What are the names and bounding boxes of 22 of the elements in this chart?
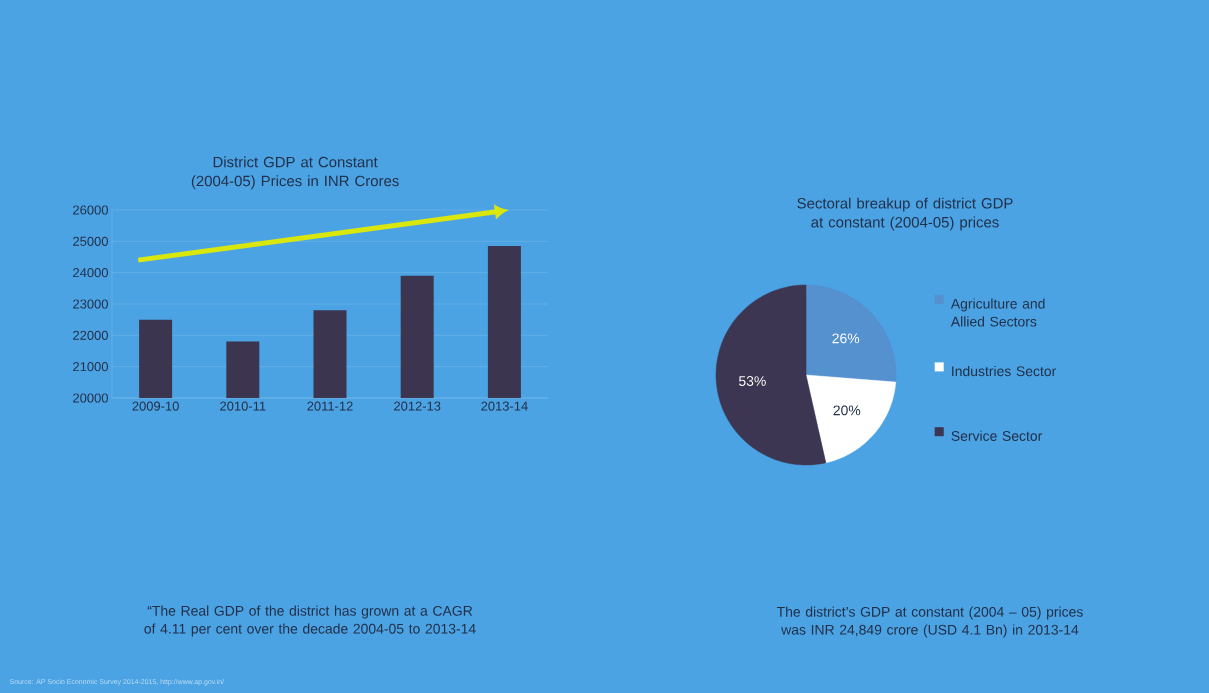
y-tick-label: 25000 [73,236,108,246]
y-tick-label: 21000 [73,362,108,372]
legend-label: Service Sector [951,430,1043,441]
y-tick-label: 23000 [73,299,108,309]
x-tick-label: 2011-12 [307,401,353,411]
x-tick-label: 2013-14 [481,401,528,411]
data-label: 26% [832,333,860,344]
legend-label: Industries Sector [952,365,1057,377]
text: “The Real GDP of the district has grown at a CAGR of 4.11 per cent over the decade 2004-05 to 2013-14 [144,605,476,637]
chart-title: Sectoral breakup of district GDP at constant (2004-05) prices [797,197,1013,231]
y-tick-label: 20000 [73,393,108,403]
x-tick-label: 2009-10 [132,401,179,411]
y-tick-label: 26000 [73,205,108,215]
y-tick-label: 22000 [73,330,108,340]
data-label: 20% [833,405,861,416]
text: The district’s GDP at constant (2004 – 05) prices was INR 24,849 crore (USD 4.1 Bn) in 2013-14 [776,606,1083,638]
legend-label: Agriculture and Allied Sectors [950,298,1045,327]
y-tick-label: 24000 [73,268,108,278]
chart-title: District GDP at Constant (2004-05) Prices in INR Crores [191,156,399,190]
data-label: 53% [738,376,766,386]
x-tick-label: 2012-13 [394,401,441,411]
x-tick-label: 2010-11 [220,401,266,411]
